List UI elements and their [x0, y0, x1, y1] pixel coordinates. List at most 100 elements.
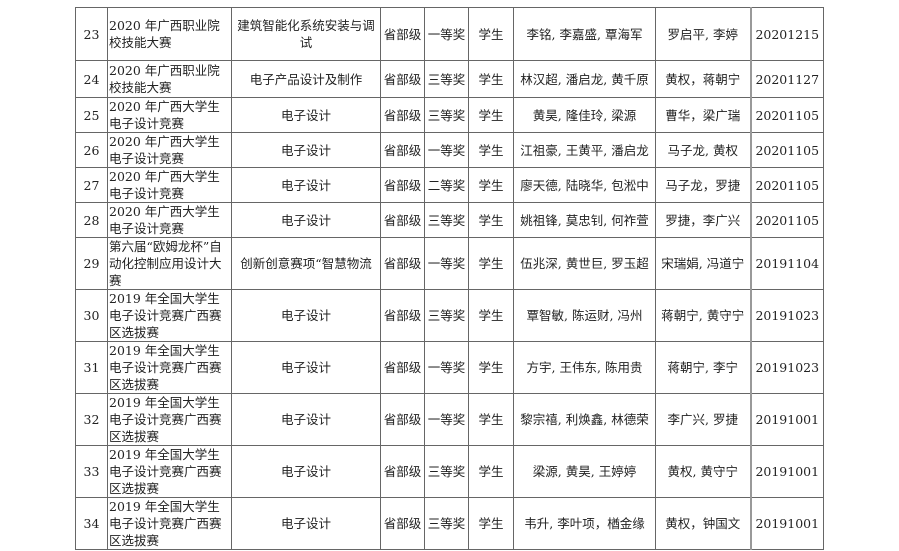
student-names: 黎宗禧, 利焕鑫, 林德荣 [513, 393, 656, 446]
student-names: 梁源, 黄昊, 王婷婷 [513, 445, 656, 498]
award-grade: 二等奖 [424, 167, 469, 203]
advisor-names: 黄权，蒋朝宁 [655, 60, 751, 98]
participant-type: 学生 [468, 497, 514, 550]
student-names: 李铭, 李嘉盛, 覃海军 [513, 7, 656, 61]
row-number: 30 [75, 289, 108, 342]
table-row: 26 2020 年广西大学生电子设计竞赛 电子设计 省部级 一等奖 学生 江祖豪, 王黄平,… [75, 132, 824, 168]
competition-name: 2020 年广西职业院校技能大赛 [107, 60, 232, 98]
award-level: 省部级 [380, 341, 425, 394]
participant-type: 学生 [468, 289, 514, 342]
student-names: 黄昊, 隆佳玲, 梁源 [513, 97, 656, 133]
award-level: 省部级 [380, 237, 425, 290]
project-name: 电子设计 [231, 202, 381, 238]
advisor-names: 罗捷，李广兴 [655, 202, 751, 238]
project-name: 电子设计 [231, 497, 381, 550]
award-level: 省部级 [380, 497, 425, 550]
participant-type: 学生 [468, 445, 514, 498]
award-date: 20201105 [749, 97, 824, 133]
table-row: 34 2019 年全国大学生电子设计竞赛广西赛区选拔赛 电子设计 省部级 三等奖 学生 韦升… [75, 497, 824, 550]
award-date: 20201215 [749, 7, 824, 61]
table-row: 32 2019 年全国大学生电子设计竞赛广西赛区选拔赛 电子设计 省部级 一等奖 学生 黎宗… [75, 393, 824, 446]
advisor-names: 马子龙, 黄权 [655, 132, 751, 168]
row-number: 32 [75, 393, 108, 446]
table-row: 24 2020 年广西职业院校技能大赛 电子产品设计及制作 省部级 三等奖 学生 林汉超, … [75, 60, 824, 98]
row-number: 27 [75, 167, 108, 203]
row-number: 23 [75, 7, 108, 61]
table-row: 30 2019 年全国大学生电子设计竞赛广西赛区选拔赛 电子设计 省部级 三等奖 学生 覃智… [75, 289, 824, 342]
competition-name: 2019 年全国大学生电子设计竞赛广西赛区选拔赛 [107, 393, 232, 446]
advisor-names: 罗启平, 李婷 [655, 7, 751, 61]
advisor-names: 马子龙，罗捷 [655, 167, 751, 203]
table-row: 25 2020 年广西大学生电子设计竞赛 电子设计 省部级 三等奖 学生 黄昊, 隆佳玲, … [75, 97, 824, 133]
award-grade: 三等奖 [424, 60, 469, 98]
row-number: 25 [75, 97, 108, 133]
table-row: 28 2020 年广西大学生电子设计竞赛 电子设计 省部级 三等奖 学生 姚祖锋, 莫忠钊,… [75, 202, 824, 238]
award-date: 20191001 [749, 497, 824, 550]
advisor-names: 曹华，梁广瑞 [655, 97, 751, 133]
table-row: 33 2019 年全国大学生电子设计竞赛广西赛区选拔赛 电子设计 省部级 三等奖 学生 梁源… [75, 445, 824, 498]
advisor-names: 宋瑞娟, 冯道宁 [655, 237, 751, 290]
project-name: 建筑智能化系统安装与调试 [231, 7, 381, 61]
row-number: 24 [75, 60, 108, 98]
row-number: 33 [75, 445, 108, 498]
award-grade: 三等奖 [424, 289, 469, 342]
award-grade: 三等奖 [424, 497, 469, 550]
row-number: 26 [75, 132, 108, 168]
award-grade: 一等奖 [424, 237, 469, 290]
advisor-names: 李广兴, 罗捷 [655, 393, 751, 446]
project-name: 电子设计 [231, 393, 381, 446]
student-names: 姚祖锋, 莫忠钊, 何祚萱 [513, 202, 656, 238]
competition-name: 2020 年广西职业院校技能大赛 [107, 7, 232, 61]
competition-name: 2019 年全国大学生电子设计竞赛广西赛区选拔赛 [107, 497, 232, 550]
participant-type: 学生 [468, 202, 514, 238]
table-row: 31 2019 年全国大学生电子设计竞赛广西赛区选拔赛 电子设计 省部级 一等奖 学生 方宇… [75, 341, 824, 394]
student-names: 廖天德, 陆晓华, 包淞中 [513, 167, 656, 203]
award-date: 20191001 [749, 445, 824, 498]
award-level: 省部级 [380, 97, 425, 133]
award-date: 20191001 [749, 393, 824, 446]
student-names: 伍兆深, 黄世巨, 罗玉超 [513, 237, 656, 290]
advisor-names: 蒋朝宁, 黄守宁 [655, 289, 751, 342]
participant-type: 学生 [468, 167, 514, 203]
award-date: 20191023 [749, 341, 824, 394]
student-names: 江祖豪, 王黄平, 潘启龙 [513, 132, 656, 168]
award-date: 20201127 [749, 60, 824, 98]
table-row: 23 2020 年广西职业院校技能大赛 建筑智能化系统安装与调试 省部级 一等奖 学生 李铭… [75, 7, 824, 61]
participant-type: 学生 [468, 97, 514, 133]
competition-name: 2020 年广西大学生电子设计竞赛 [107, 202, 232, 238]
project-name: 电子设计 [231, 167, 381, 203]
award-level: 省部级 [380, 289, 425, 342]
award-date: 20201105 [749, 167, 824, 203]
competition-name: 第六届“欧姆龙杯”自动化控制应用设计大赛 [107, 237, 232, 290]
student-names: 林汉超, 潘启龙, 黄千原 [513, 60, 656, 98]
row-number: 34 [75, 497, 108, 550]
student-names: 韦升, 李叶项，楢金缘 [513, 497, 656, 550]
award-level: 省部级 [380, 132, 425, 168]
competition-name: 2020 年广西大学生电子设计竞赛 [107, 97, 232, 133]
row-number: 31 [75, 341, 108, 394]
project-name: 电子设计 [231, 445, 381, 498]
row-number: 29 [75, 237, 108, 290]
award-level: 省部级 [380, 202, 425, 238]
advisor-names: 蒋朝宁, 李宁 [655, 341, 751, 394]
advisor-names: 黄权，钟国文 [655, 497, 751, 550]
competition-name: 2019 年全国大学生电子设计竞赛广西赛区选拔赛 [107, 289, 232, 342]
project-name: 电子设计 [231, 132, 381, 168]
awards-table: 23 2020 年广西职业院校技能大赛 建筑智能化系统安装与调试 省部级 一等奖 学生 李铭… [75, 7, 824, 550]
competition-name: 2019 年全国大学生电子设计竞赛广西赛区选拔赛 [107, 445, 232, 498]
row-number: 28 [75, 202, 108, 238]
award-date: 20201105 [749, 132, 824, 168]
award-date: 20201105 [749, 202, 824, 238]
award-grade: 一等奖 [424, 132, 469, 168]
student-names: 方宇, 王伟东, 陈用贵 [513, 341, 656, 394]
award-level: 省部级 [380, 445, 425, 498]
participant-type: 学生 [468, 341, 514, 394]
participant-type: 学生 [468, 7, 514, 61]
table-row: 27 2020 年广西大学生电子设计竞赛 电子设计 省部级 二等奖 学生 廖天德, 陆晓华,… [75, 167, 824, 203]
competition-name: 2020 年广西大学生电子设计竞赛 [107, 132, 232, 168]
award-grade: 一等奖 [424, 393, 469, 446]
award-grade: 三等奖 [424, 445, 469, 498]
competition-name: 2020 年广西大学生电子设计竞赛 [107, 167, 232, 203]
award-level: 省部级 [380, 7, 425, 61]
award-level: 省部级 [380, 60, 425, 98]
